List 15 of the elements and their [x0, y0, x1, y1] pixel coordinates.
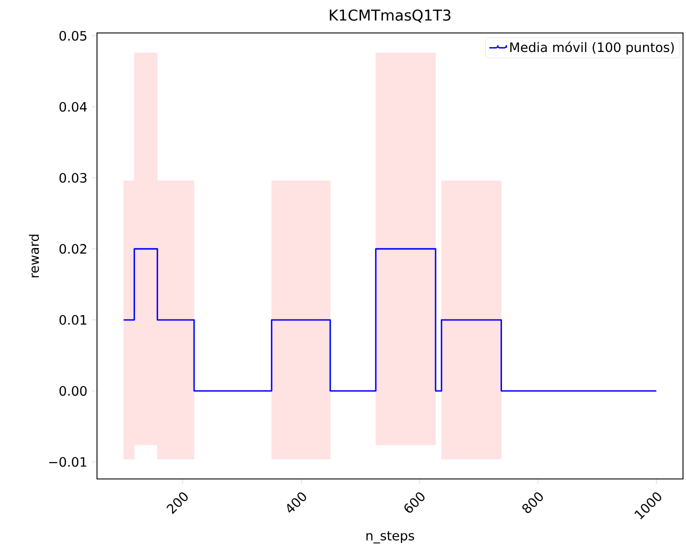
y-tick-label: 0.03: [60, 172, 86, 183]
y-tick-label: 0.00: [60, 386, 87, 396]
x-tick-label: 800: [522, 492, 543, 514]
y-tick-label: 0.04: [60, 102, 87, 112]
y-tick-label: 0.05: [60, 30, 86, 41]
y-tick-label: −0.01: [49, 457, 86, 467]
x-tick-label: 600: [404, 492, 424, 513]
legend-label: Media móvil (100 puntos): [510, 42, 674, 55]
y-tick-label: 0.02: [60, 244, 86, 254]
x-tick-label: 400: [287, 492, 306, 513]
y-tick-label: 0.01: [60, 315, 86, 325]
chart-title: K1CMTmasQ1T3: [330, 9, 450, 22]
x-axis-title: n_steps: [366, 531, 414, 544]
x-tick-label: 200: [166, 492, 188, 514]
y-axis-title: reward: [28, 234, 39, 278]
